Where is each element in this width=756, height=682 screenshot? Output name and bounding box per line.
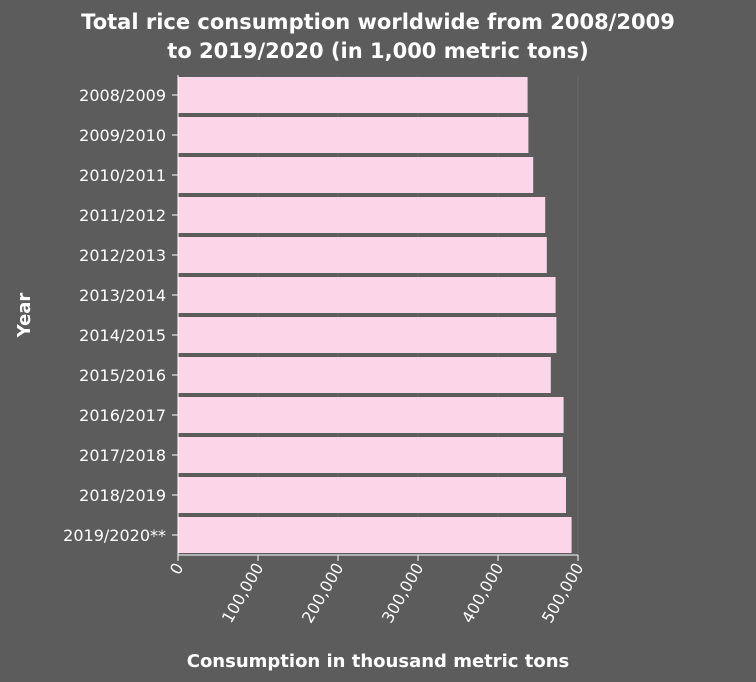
x-axis-label: Consumption in thousand metric tons: [187, 651, 570, 672]
y-axis-label: Year: [14, 293, 35, 339]
bar: [178, 237, 547, 273]
bar: [178, 317, 557, 353]
y-tick-label: 2014/2015: [79, 326, 166, 345]
y-tick-label: 2019/2020**: [63, 526, 166, 545]
y-tick-label: 2018/2019: [79, 486, 166, 505]
y-tick-label: 2017/2018: [79, 446, 166, 465]
y-tick-label: 2013/2014: [79, 286, 166, 305]
x-tick-label: 0: [166, 560, 188, 578]
bar: [178, 197, 546, 233]
x-ticks: 0 100,000 200,000 300,000 400,000 500,000: [166, 555, 588, 627]
y-tick-label: 2015/2016: [79, 366, 166, 385]
bar: [178, 357, 551, 393]
y-tick-label: 2012/2013: [79, 246, 166, 265]
x-tick-label: 100,000: [218, 560, 268, 627]
x-tick-label: 500,000: [538, 560, 588, 627]
bar: [178, 117, 529, 153]
bar: [178, 437, 563, 473]
chart-title-line-2: to 2019/2020 (in 1,000 metric tons): [167, 39, 588, 63]
x-tick-label: 200,000: [298, 560, 348, 627]
y-tick-label: 2011/2012: [79, 206, 166, 225]
y-tick-label: 2016/2017: [79, 406, 166, 425]
chart-title-line-1: Total rice consumption worldwide from 20…: [81, 10, 675, 34]
y-ticks: 2008/2009 2009/2010 2010/2011 2011/2012 2012…: [63, 86, 178, 545]
bar: [178, 157, 534, 193]
bar: [178, 477, 566, 513]
y-tick-label: 2010/2011: [79, 166, 166, 185]
bar: [178, 517, 572, 553]
y-tick-label: 2009/2010: [79, 126, 166, 145]
bars: [178, 77, 572, 553]
bar: [178, 397, 564, 433]
x-tick-label: 300,000: [378, 560, 428, 627]
bar: [178, 77, 528, 113]
y-tick-label: 2008/2009: [79, 86, 166, 105]
bar: [178, 277, 556, 313]
x-tick-label: 400,000: [458, 560, 508, 627]
